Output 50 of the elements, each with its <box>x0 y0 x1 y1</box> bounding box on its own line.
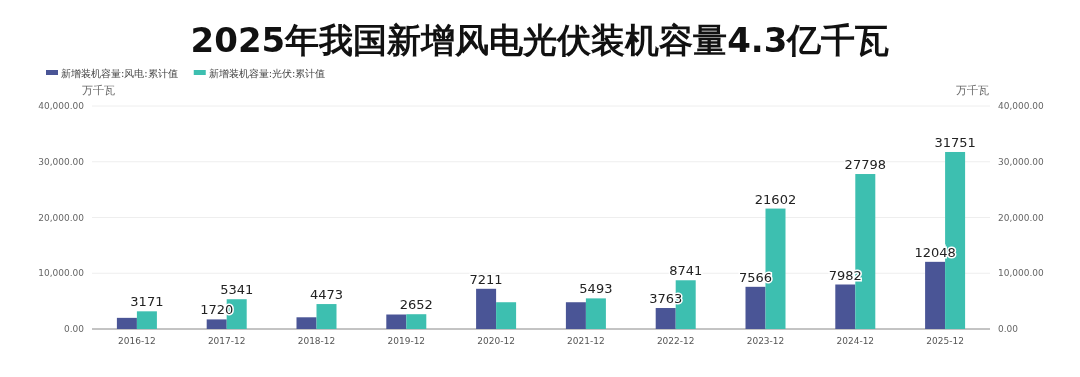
y2-tick-label: 0.00 <box>998 324 1019 334</box>
bar <box>386 314 407 329</box>
bar <box>835 284 856 329</box>
data-label: 4473 <box>309 287 344 303</box>
bar <box>136 311 157 329</box>
chart-title: 2025年我国新增风电光伏装机容量4.3亿千瓦 <box>190 20 890 60</box>
bar <box>745 286 766 329</box>
bar <box>316 304 337 329</box>
data-label: 31751 <box>934 134 976 150</box>
x-tick-label: 2018-12 <box>297 336 336 346</box>
bar <box>925 261 946 329</box>
x-tick-label: 2019-12 <box>387 336 426 346</box>
data-label: 2652 <box>399 297 433 313</box>
data-label: 8741 <box>669 263 703 279</box>
y2-tick-label: 40,000.00 <box>998 101 1045 111</box>
bar <box>585 298 606 329</box>
x-tick-label: 2020-12 <box>477 336 515 346</box>
data-label: 21602 <box>754 191 797 207</box>
x-tick-label: 2022-12 <box>656 336 695 346</box>
bar <box>565 302 586 329</box>
y-axis-title: 万千瓦 <box>81 84 115 97</box>
bar <box>206 319 227 329</box>
x-tick-label: 2021-12 <box>567 336 605 346</box>
y2-tick-label: 30,000.00 <box>998 156 1045 167</box>
data-label: 27798 <box>844 157 886 173</box>
bar <box>116 317 137 329</box>
y-tick-label: 10,000.00 <box>38 268 85 279</box>
y2-tick-label: 10,000.00 <box>998 268 1045 279</box>
x-tick-label: 2016-12 <box>118 336 156 346</box>
legend-label: 新增装机容量:光伏:累计值 <box>208 68 326 79</box>
x-tick-label: 2023-12 <box>746 336 785 346</box>
y-tick-label: 0.00 <box>63 324 85 334</box>
x-tick-label: 2024-12 <box>836 336 875 346</box>
y-tick-label: 30,000.00 <box>38 156 85 167</box>
bar <box>496 302 517 329</box>
x-tick-label: 2017-12 <box>207 336 246 346</box>
bar <box>655 308 676 329</box>
data-label: 7211 <box>469 271 503 287</box>
x-tick-label: 2025-12 <box>926 336 964 346</box>
y2-axis-title: 万千瓦 <box>955 84 989 97</box>
data-label: 5493 <box>579 281 613 297</box>
legend-label: 新增装机容量:风电:累计值 <box>61 68 178 79</box>
data-label: 3171 <box>130 294 164 310</box>
bar <box>406 314 427 329</box>
y-tick-label: 40,000.00 <box>38 101 85 111</box>
y2-tick-label: 20,000.00 <box>998 212 1045 223</box>
y-tick-label: 20,000.00 <box>38 212 85 223</box>
data-label: 5341 <box>220 282 254 298</box>
bar <box>296 317 317 329</box>
bar <box>476 288 497 329</box>
